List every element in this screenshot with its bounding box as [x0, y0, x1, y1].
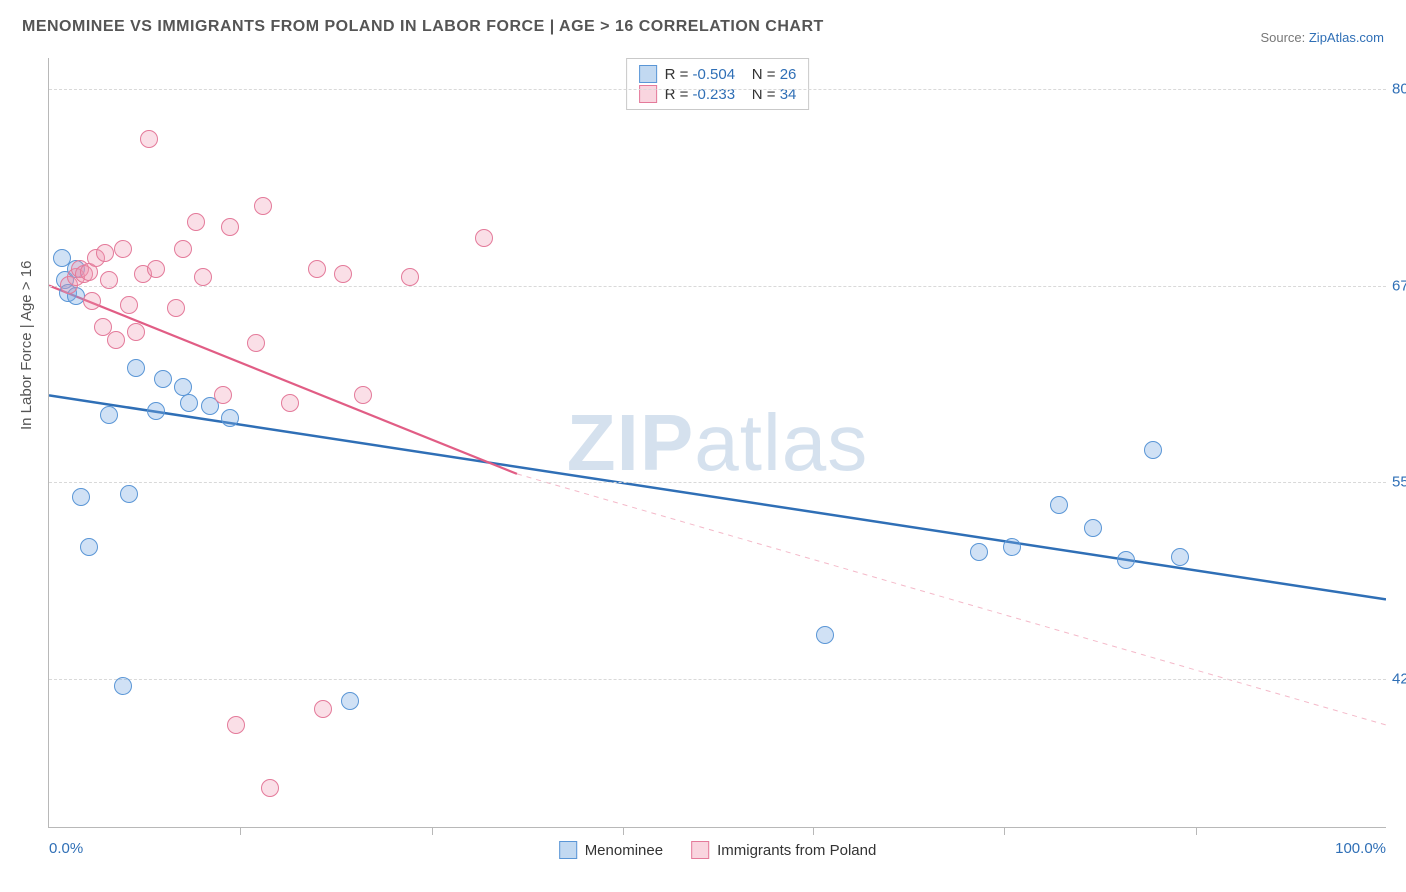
- source-link[interactable]: ZipAtlas.com: [1309, 30, 1384, 45]
- data-point: [120, 485, 138, 503]
- data-point: [80, 538, 98, 556]
- data-point: [83, 292, 101, 310]
- data-point: [247, 334, 265, 352]
- y-axis-label: In Labor Force | Age > 16: [18, 261, 35, 430]
- stats-row-pink: R = -0.233 N = 34: [639, 85, 797, 103]
- x-axis-max-label: 100.0%: [1335, 840, 1386, 857]
- data-point: [140, 130, 158, 148]
- ytick-label: 42.5%: [1392, 670, 1406, 687]
- r-value-pink: -0.233: [693, 86, 736, 103]
- ytick-label: 80.0%: [1392, 81, 1406, 98]
- gridline: [49, 482, 1386, 483]
- source-credit: Source: ZipAtlas.com: [1260, 30, 1384, 45]
- r-label: R =: [665, 66, 689, 83]
- swatch-pink-icon: [691, 841, 709, 859]
- data-point: [120, 296, 138, 314]
- data-point: [147, 402, 165, 420]
- data-point: [180, 394, 198, 412]
- data-point: [174, 240, 192, 258]
- data-point: [221, 409, 239, 427]
- data-point: [475, 229, 493, 247]
- gridline: [49, 679, 1386, 680]
- stats-legend: R = -0.504 N = 26 R = -0.233 N = 34: [626, 58, 810, 110]
- data-point: [227, 716, 245, 734]
- gridline: [49, 286, 1386, 287]
- data-point: [334, 265, 352, 283]
- gridline: [49, 89, 1386, 90]
- watermark-atlas: atlas: [694, 398, 868, 487]
- data-point: [1171, 548, 1189, 566]
- legend-label-poland: Immigrants from Poland: [717, 842, 876, 859]
- data-point: [154, 370, 172, 388]
- data-point: [107, 331, 125, 349]
- xtick: [240, 827, 241, 835]
- data-point: [1144, 441, 1162, 459]
- trend-lines: [49, 58, 1386, 827]
- stats-row-blue: R = -0.504 N = 26: [639, 65, 797, 83]
- data-point: [214, 386, 232, 404]
- data-point: [167, 299, 185, 317]
- ytick-label: 55.0%: [1392, 474, 1406, 491]
- legend-item-poland: Immigrants from Poland: [691, 841, 876, 859]
- swatch-blue-icon: [559, 841, 577, 859]
- data-point: [401, 268, 419, 286]
- data-point: [127, 359, 145, 377]
- data-point: [1084, 519, 1102, 537]
- xtick: [813, 827, 814, 835]
- trend-line: [517, 474, 1386, 725]
- data-point: [147, 260, 165, 278]
- data-point: [1050, 496, 1068, 514]
- legend-item-menominee: Menominee: [559, 841, 663, 859]
- r-value-blue: -0.504: [693, 66, 736, 83]
- n-value-blue: 26: [780, 66, 797, 83]
- stat-r-blue: R = -0.504 N = 26: [665, 66, 797, 83]
- data-point: [100, 406, 118, 424]
- x-axis-min-label: 0.0%: [49, 840, 83, 857]
- r-label: R =: [665, 86, 689, 103]
- bottom-legend: Menominee Immigrants from Poland: [559, 841, 877, 859]
- chart-title: MENOMINEE VS IMMIGRANTS FROM POLAND IN L…: [22, 18, 824, 36]
- xtick: [432, 827, 433, 835]
- data-point: [72, 488, 90, 506]
- data-point: [254, 197, 272, 215]
- n-label: N =: [752, 66, 776, 83]
- swatch-pink-icon: [639, 85, 657, 103]
- xtick: [623, 827, 624, 835]
- n-value-pink: 34: [780, 86, 797, 103]
- data-point: [114, 677, 132, 695]
- data-point: [1117, 551, 1135, 569]
- watermark-zip: ZIP: [567, 398, 694, 487]
- data-point: [96, 244, 114, 262]
- data-point: [187, 213, 205, 231]
- data-point: [194, 268, 212, 286]
- data-point: [314, 700, 332, 718]
- data-point: [261, 779, 279, 797]
- data-point: [816, 626, 834, 644]
- legend-label-menominee: Menominee: [585, 842, 663, 859]
- data-point: [354, 386, 372, 404]
- data-point: [100, 271, 118, 289]
- swatch-blue-icon: [639, 65, 657, 83]
- n-label: N =: [752, 86, 776, 103]
- plot-area: ZIPatlas R = -0.504 N = 26 R = -0.233 N …: [48, 58, 1386, 828]
- trend-line: [49, 286, 517, 474]
- xtick: [1196, 827, 1197, 835]
- data-point: [221, 218, 239, 236]
- watermark: ZIPatlas: [567, 397, 868, 489]
- ytick-label: 67.5%: [1392, 277, 1406, 294]
- source-prefix: Source:: [1260, 30, 1308, 45]
- data-point: [970, 543, 988, 561]
- data-point: [114, 240, 132, 258]
- data-point: [127, 323, 145, 341]
- data-point: [281, 394, 299, 412]
- trend-line: [49, 395, 1386, 599]
- data-point: [308, 260, 326, 278]
- xtick: [1004, 827, 1005, 835]
- data-point: [341, 692, 359, 710]
- data-point: [1003, 538, 1021, 556]
- stat-r-pink: R = -0.233 N = 34: [665, 86, 797, 103]
